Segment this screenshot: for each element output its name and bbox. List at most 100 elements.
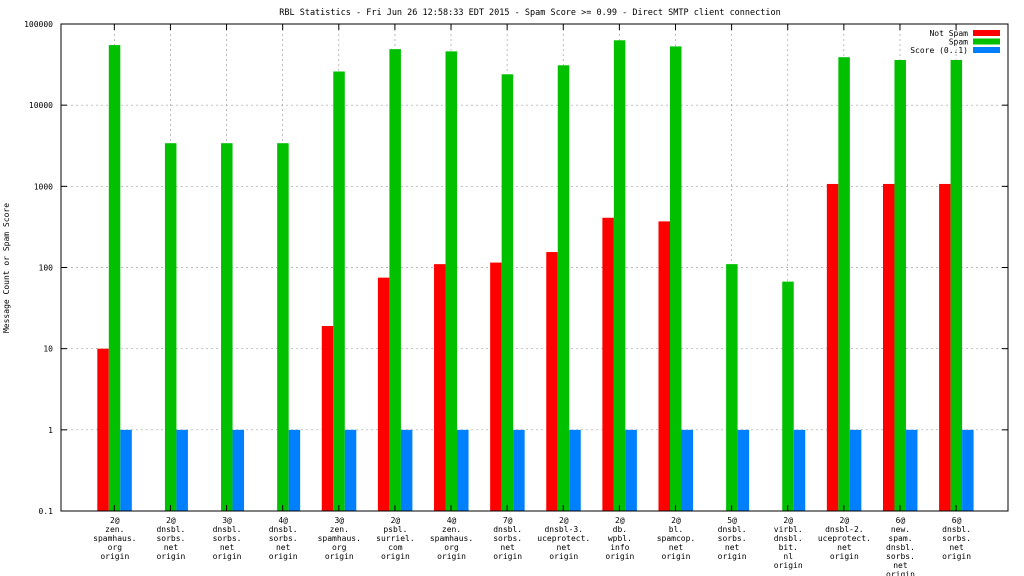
x-tick-label: org bbox=[332, 543, 347, 552]
x-tick-label: net bbox=[500, 543, 515, 552]
bar-score-0-1 bbox=[737, 429, 750, 511]
x-tick-label: uceprotect. bbox=[537, 534, 590, 543]
x-tick-label: origin bbox=[269, 552, 298, 561]
bar-spam bbox=[613, 40, 626, 511]
x-tick-label: origin bbox=[156, 552, 185, 561]
x-tick-label: net bbox=[725, 543, 740, 552]
x-tick-label: origin bbox=[774, 561, 803, 570]
x-tick-label: spamhaus. bbox=[430, 534, 473, 543]
legend-swatch bbox=[973, 30, 1000, 36]
x-tick-label: bl. bbox=[669, 525, 683, 534]
x-tick-label: sorbs. bbox=[942, 534, 971, 543]
bar-spam bbox=[445, 51, 458, 511]
x-tick-label: sorbs. bbox=[718, 534, 747, 543]
x-tick-label: db. bbox=[613, 525, 627, 534]
x-tick-label: net bbox=[837, 543, 852, 552]
x-tick-label: 6@ bbox=[896, 516, 906, 525]
x-tick-label: 6@ bbox=[952, 516, 962, 525]
x-tick-label: dnsbl. bbox=[269, 525, 298, 534]
x-tick-label: surriel. bbox=[376, 534, 415, 543]
x-tick-label: dnsbl-3. bbox=[544, 525, 583, 534]
x-tick-label: org bbox=[108, 543, 123, 552]
x-tick-label: 5@ bbox=[727, 516, 737, 525]
x-tick-label: dnsbl. bbox=[493, 525, 522, 534]
bar-score-0-1 bbox=[681, 429, 693, 511]
legend-label: Not Spam bbox=[929, 29, 968, 38]
x-tick-label: origin bbox=[605, 552, 634, 561]
bar-not-spam bbox=[826, 183, 839, 511]
x-tick-label: 2@ bbox=[391, 516, 401, 525]
y-tick-label: 1000 bbox=[34, 182, 53, 191]
bar-score-0-1 bbox=[232, 429, 245, 511]
x-tick-label: uceprotect. bbox=[818, 534, 871, 543]
x-tick-label: 2@ bbox=[110, 516, 120, 525]
grid-lines bbox=[61, 24, 1008, 511]
x-tick-label: net bbox=[949, 543, 964, 552]
x-tick-label: sorbs. bbox=[213, 534, 242, 543]
x-tick-label: origin bbox=[942, 552, 971, 561]
x-tick-label: 2@ bbox=[166, 516, 176, 525]
x-tick-label: zen. bbox=[442, 525, 461, 534]
x-tick-label: new. bbox=[891, 525, 910, 534]
plot-frame bbox=[60, 23, 1009, 512]
x-tick-label: 2@ bbox=[615, 516, 625, 525]
x-tick-label: zen. bbox=[105, 525, 124, 534]
x-tick-label: wpbl. bbox=[608, 534, 632, 543]
bar-not-spam bbox=[546, 252, 558, 512]
x-tick-label: 2@ bbox=[783, 516, 793, 525]
x-tick-label: sorbs. bbox=[156, 534, 185, 543]
x-tick-label: dnsbl. bbox=[718, 525, 747, 534]
bar-series bbox=[97, 40, 974, 512]
x-tick-label: 3@ bbox=[334, 516, 344, 525]
bar-not-spam bbox=[97, 348, 109, 511]
x-tick-label: sorbs. bbox=[886, 552, 915, 561]
bar-spam bbox=[333, 71, 345, 511]
x-tick-label: origin bbox=[493, 552, 522, 561]
x-tick-label: net bbox=[220, 543, 235, 552]
x-tick-label: net bbox=[557, 543, 572, 552]
x-tick-label: net bbox=[276, 543, 291, 552]
bar-score-0-1 bbox=[120, 429, 132, 511]
x-tick-label: 7@ bbox=[503, 516, 513, 525]
bar-spam bbox=[894, 60, 906, 511]
bar-spam bbox=[838, 57, 850, 511]
x-tick-label: bit. bbox=[779, 543, 798, 552]
axis-ticks: 0.11101001000100001000002@zen.spamhaus.o… bbox=[24, 20, 1008, 576]
x-tick-label: com bbox=[388, 543, 403, 552]
x-tick-label: 3@ bbox=[222, 516, 232, 525]
y-tick-label: 10 bbox=[43, 345, 53, 354]
bar-spam bbox=[108, 45, 121, 512]
x-tick-label: origin bbox=[830, 552, 859, 561]
chart-title: RBL Statistics - Fri Jun 26 12:58:33 EDT… bbox=[279, 8, 781, 18]
y-tick-label: 100 bbox=[39, 264, 54, 273]
bar-spam bbox=[950, 60, 963, 511]
bar-spam bbox=[277, 143, 289, 512]
bar-spam bbox=[501, 74, 514, 512]
y-tick-label: 1 bbox=[48, 426, 53, 435]
x-tick-label: dnsbl. bbox=[942, 525, 971, 534]
x-tick-label: 2@ bbox=[559, 516, 569, 525]
x-tick-label: info bbox=[610, 543, 629, 552]
x-tick-label: net bbox=[164, 543, 179, 552]
x-tick-label: dnsbl. bbox=[886, 543, 915, 552]
x-tick-label: zen. bbox=[330, 525, 349, 534]
bar-score-0-1 bbox=[513, 429, 525, 511]
x-tick-label: org bbox=[444, 543, 459, 552]
x-tick-label: net bbox=[669, 543, 684, 552]
x-tick-label: spamcop. bbox=[657, 534, 696, 543]
x-tick-label: nl bbox=[783, 552, 793, 561]
bar-not-spam bbox=[321, 326, 334, 511]
x-tick-label: dnsbl. bbox=[156, 525, 185, 534]
legend-label: Spam bbox=[949, 38, 968, 47]
bar-not-spam bbox=[377, 277, 390, 511]
x-tick-label: 2@ bbox=[671, 516, 681, 525]
bar-spam bbox=[221, 143, 233, 512]
x-tick-label: origin bbox=[213, 552, 242, 561]
x-tick-label: sorbs. bbox=[493, 534, 522, 543]
bar-score-0-1 bbox=[400, 429, 413, 511]
x-tick-label: origin bbox=[100, 552, 129, 561]
x-tick-label: origin bbox=[325, 552, 354, 561]
bar-score-0-1 bbox=[288, 429, 301, 511]
bar-score-0-1 bbox=[344, 429, 357, 511]
